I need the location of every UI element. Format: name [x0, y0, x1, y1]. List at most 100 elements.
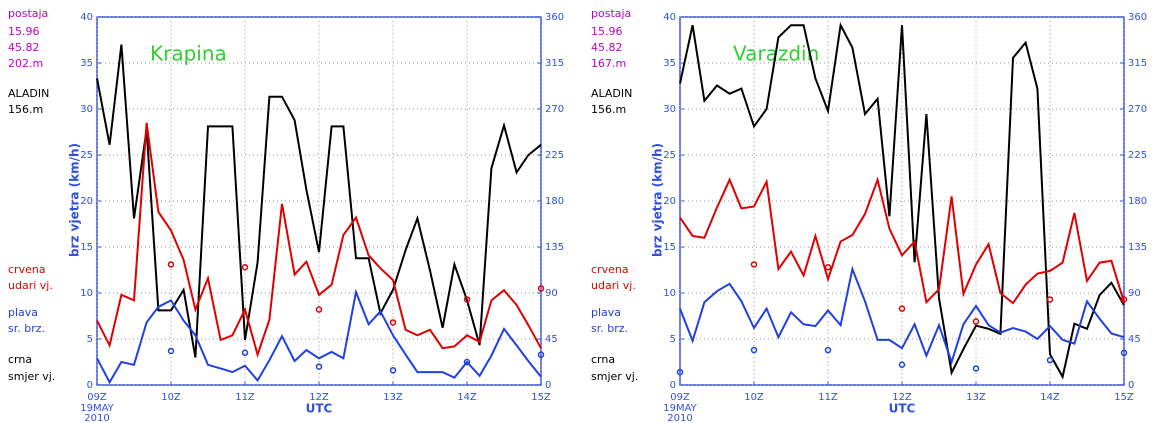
obs-marker: [1120, 349, 1128, 357]
y-tick-label: 40: [80, 12, 93, 23]
y2-tick-label: 90: [1128, 288, 1141, 299]
obs-marker: [463, 358, 471, 366]
obs-marker: [824, 346, 832, 354]
station-note: postaja: [8, 7, 48, 20]
y2-tick-label: 180: [1128, 196, 1147, 207]
y2-tick-label: 225: [545, 150, 564, 161]
station-note: crvena: [8, 263, 46, 276]
y-axis-label: brz vjetra (km/h): [68, 143, 82, 257]
y-tick-label: 15: [663, 242, 676, 253]
station-note: 15.96: [8, 25, 40, 38]
obs-marker: [898, 305, 906, 312]
date-label: 2010: [84, 413, 109, 423]
y-tick-label: 5: [670, 334, 676, 345]
y-tick-label: 0: [87, 380, 93, 391]
station-note: crvena: [591, 263, 629, 276]
obs-marker: [750, 261, 758, 268]
station-note: ALADIN: [591, 87, 632, 100]
obs-marker: [389, 367, 397, 374]
obs-marker: [898, 361, 906, 369]
y-tick-label: 10: [663, 288, 676, 299]
y-tick-label: 5: [87, 334, 93, 345]
y2-tick-label: 180: [545, 196, 564, 207]
panel: 0 5 10 15 20 25 30 35 40 0 45 90 135 180 225 270 315 360 0…: [8, 7, 564, 423]
y2-tick-label: 135: [545, 242, 564, 253]
station-note: 156.m: [8, 103, 43, 116]
date-label: 19MAY: [663, 403, 697, 414]
x-tick-label: 09Z: [87, 392, 107, 403]
x-tick-label: 11Z: [818, 392, 838, 403]
obs-marker: [1046, 356, 1054, 364]
obs-marker: [676, 368, 684, 376]
y2-tick-label: 225: [1128, 150, 1147, 161]
y2-tick-label: 360: [545, 12, 564, 23]
obs-marker: [241, 263, 249, 271]
y2-tick-label: 270: [1128, 104, 1147, 115]
station-note: smjer vj.: [8, 370, 55, 383]
obs-marker: [824, 263, 832, 271]
station-note: postaja: [591, 7, 631, 20]
obs-marker: [167, 261, 175, 268]
obs-marker: [537, 351, 545, 358]
x-tick-label: 11Z: [235, 392, 255, 403]
station-note: plava: [8, 306, 38, 319]
y-tick-label: 25: [80, 150, 93, 161]
x-tick-label: 14Z: [457, 392, 477, 403]
obs-marker: [972, 318, 980, 325]
x-tick-label: 15Z: [531, 392, 551, 403]
station-note: plava: [591, 306, 621, 319]
station-note: udari vj.: [591, 279, 636, 292]
date-label: 19MAY: [80, 403, 114, 414]
series-line: [96, 44, 542, 358]
x-tick-label: 10Z: [161, 392, 181, 403]
station-note: sr. brz.: [591, 322, 628, 335]
y-tick-label: 30: [663, 104, 676, 115]
y-tick-label: 35: [80, 58, 93, 69]
obs-marker: [241, 349, 249, 357]
chart-title: Krapina: [150, 42, 227, 66]
obs-marker: [315, 306, 323, 313]
series-line: [679, 22, 1125, 380]
y-axis-label: brz vjetra (km/h): [651, 143, 665, 257]
x-axis-label: UTC: [889, 402, 916, 416]
station-note: 45.82: [591, 41, 623, 54]
y-tick-label: 35: [663, 58, 676, 69]
station-note: 15.96: [591, 25, 623, 38]
y2-tick-label: 45: [545, 334, 558, 345]
x-tick-label: 14Z: [1040, 392, 1060, 403]
y2-tick-label: 135: [1128, 242, 1147, 253]
obs-marker: [167, 347, 175, 355]
station-note: 156.m: [591, 103, 626, 116]
obs-marker: [750, 346, 758, 354]
obs-marker: [537, 285, 545, 292]
station-note: 202.m: [8, 57, 43, 70]
obs-marker: [389, 319, 397, 326]
station-note: ALADIN: [8, 87, 49, 100]
obs-marker: [1046, 296, 1054, 303]
y2-tick-label: 270: [545, 104, 564, 115]
x-tick-label: 15Z: [1114, 392, 1134, 403]
y2-tick-label: 360: [1128, 12, 1147, 23]
y2-tick-label: 315: [1128, 58, 1147, 69]
date-label: 2010: [667, 413, 692, 423]
x-tick-label: 12Z: [892, 392, 912, 403]
x-tick-label: 10Z: [744, 392, 764, 403]
y-tick-label: 0: [670, 380, 676, 391]
x-tick-label: 13Z: [966, 392, 986, 403]
y-tick-label: 20: [663, 196, 676, 207]
station-note: sr. brz.: [8, 322, 45, 335]
y2-tick-label: 0: [1128, 380, 1134, 391]
y-tick-label: 15: [80, 242, 93, 253]
x-axis-label: UTC: [306, 402, 333, 416]
series-line: [96, 122, 542, 358]
y2-tick-label: 90: [545, 288, 558, 299]
obs-marker: [315, 363, 323, 370]
x-tick-label: 13Z: [383, 392, 403, 403]
station-note: crna: [8, 353, 32, 366]
station-note: udari vj.: [8, 279, 53, 292]
y2-tick-label: 45: [1128, 334, 1141, 345]
y-tick-label: 20: [80, 196, 93, 207]
series-line: [679, 176, 1125, 305]
y-tick-label: 10: [80, 288, 93, 299]
